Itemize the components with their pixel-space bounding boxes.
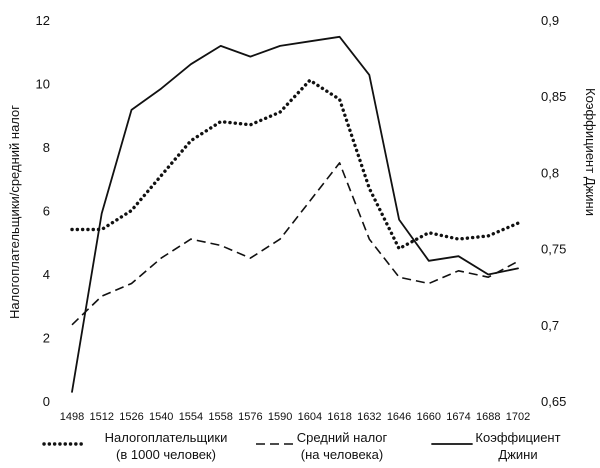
series-line-dashed: [71, 162, 519, 326]
series-layer: [70, 35, 520, 393]
legend-label: Джини: [498, 447, 537, 462]
x-tick-label: 1702: [506, 411, 530, 423]
legend: Налогоплательщики (в 1000 человек) Средний…: [42, 430, 561, 462]
legend-label: (в 1000 человек): [116, 447, 216, 462]
y-right-tick-label: 0,65: [541, 394, 566, 409]
y-left-tick-label: 8: [43, 140, 50, 155]
legend-label: Налогоплательщики: [105, 430, 228, 445]
y-right-tick-label: 0,8: [541, 165, 559, 180]
y-left-tick-label: 6: [43, 204, 50, 219]
series-line-solid: [71, 35, 519, 393]
x-tick-label: 1498: [60, 411, 84, 423]
x-tick-label: 1688: [476, 411, 500, 423]
y-right-tick-label: 0,75: [541, 242, 566, 257]
x-tick-label: 1646: [387, 411, 411, 423]
y-left-axis-title: Налогоплательщики/средний налог: [7, 105, 22, 319]
legend-label: (на человека): [301, 447, 383, 462]
y-left-tick-label: 4: [43, 267, 50, 282]
x-axis: 1498 1512 1526 1540 1554 1558 1576 1590 1604 1618…: [60, 411, 530, 423]
x-tick-label: 1604: [298, 411, 322, 423]
y-right-tick-label: 0,85: [541, 89, 566, 104]
x-tick-label: 1526: [119, 411, 143, 423]
x-tick-label: 1660: [417, 411, 441, 423]
x-tick-label: 1512: [89, 411, 113, 423]
x-tick-label: 1632: [357, 411, 381, 423]
x-tick-label: 1576: [238, 411, 262, 423]
y-right-axis: 0,65 0,7 0,75 0,8 0,85 0,9: [541, 13, 566, 409]
x-tick-label: 1558: [208, 411, 232, 423]
y-left-tick-label: 10: [36, 77, 50, 92]
legend-label: Коэффициент: [475, 430, 560, 445]
x-tick-label: 1554: [179, 411, 203, 423]
x-tick-label: 1618: [327, 411, 351, 423]
y-right-tick-label: 0,7: [541, 318, 559, 333]
x-tick-label: 1540: [149, 411, 173, 423]
x-tick-label: 1674: [446, 411, 470, 423]
y-left-tick-label: 2: [43, 331, 50, 346]
series-line-dotted: [70, 78, 520, 251]
y-left-tick-label: 0: [43, 394, 50, 409]
y-left-axis: 0 2 4 6 8 10 12: [36, 13, 50, 409]
y-left-tick-label: 12: [36, 13, 50, 28]
y-right-axis-title: Коэффициент Джини: [583, 88, 598, 216]
legend-label: Средний налог: [297, 430, 388, 445]
x-tick-label: 1590: [268, 411, 292, 423]
y-right-tick-label: 0,9: [541, 13, 559, 28]
